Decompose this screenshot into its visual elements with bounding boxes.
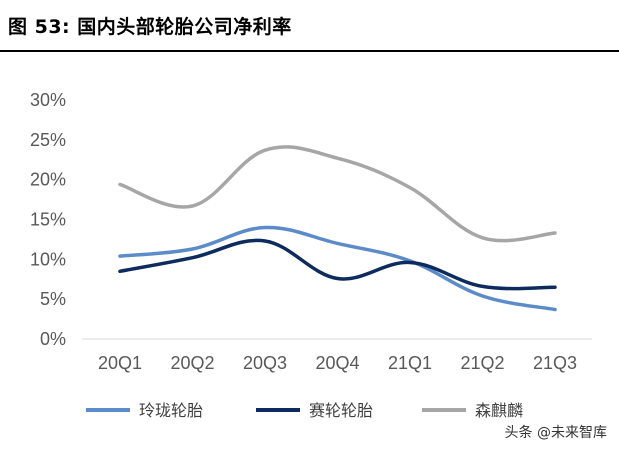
x-tick-label: 21Q2 [460,353,504,373]
series-line-2 [118,238,557,291]
legend-label: 森麒麟 [475,401,523,420]
x-tick-label: 20Q3 [243,353,287,373]
y-tick-label: 5% [40,289,66,309]
series-line-1 [118,225,557,312]
legend-label: 玲珑轮胎 [139,401,203,420]
x-tick-label: 20Q4 [315,353,359,373]
y-tick-label: 10% [30,249,66,269]
y-tick-label: 30% [30,90,66,110]
x-tick-label: 21Q3 [533,353,577,373]
figure-title: 图 53: 国内头部轮胎公司净利率 [8,16,292,38]
y-tick-label: 0% [40,329,66,349]
x-tick-label: 21Q1 [388,353,432,373]
y-tick-label: 20% [30,170,66,190]
x-tick-label: 20Q1 [98,353,142,373]
legend-label: 赛轮轮胎 [309,401,373,420]
series-line-3 [118,145,557,243]
x-tick-label: 20Q2 [170,353,214,373]
y-tick-label: 25% [30,130,66,150]
figure-header: 图 53: 国内头部轮胎公司净利率 [0,0,619,52]
line-chart: 0% 5% 10% 15% 20% 25% 30% 20Q1 20Q2 20Q3 20Q4 21Q1… [30,90,592,420]
y-tick-label: 15% [30,210,66,230]
watermark: 头条 @未来智库 [500,420,611,444]
